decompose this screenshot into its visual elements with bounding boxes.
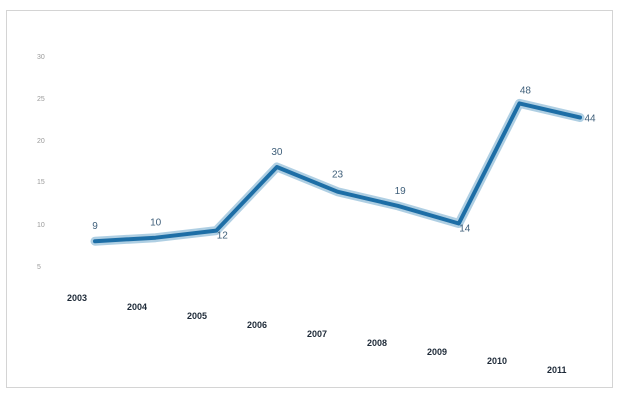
data-label: 30	[271, 147, 283, 158]
category-label: 2004	[127, 302, 147, 312]
category-label: 2011	[547, 365, 567, 375]
category-label: 2010	[487, 356, 507, 366]
data-label: 19	[395, 186, 407, 197]
data-label: 14	[459, 224, 471, 235]
y-tick-label: 15	[37, 179, 45, 186]
y-tick-label: 20	[37, 138, 45, 145]
category-label: 2006	[247, 320, 267, 330]
category-label: 2008	[367, 338, 387, 348]
data-labels: 9 10 12 30 23 19 14 48 44	[92, 85, 596, 241]
category-labels: 2003 2004 2005 2006 2007 2008 2009 2010 2011	[67, 293, 567, 375]
data-label: 10	[150, 218, 162, 229]
category-label: 2009	[427, 347, 447, 357]
y-tick-label: 30	[37, 54, 45, 61]
category-label: 2007	[307, 329, 327, 339]
data-label: 9	[92, 221, 98, 232]
data-label: 48	[520, 85, 532, 96]
y-tick-label: 25	[37, 96, 45, 103]
series-line	[93, 101, 582, 244]
y-tick-label: 5	[37, 264, 41, 271]
y-axis-ticks: 5 10 15 20 25 30	[37, 54, 45, 271]
category-label: 2005	[187, 311, 207, 321]
series-group	[90, 98, 585, 246]
chart-frame: 5 10 15 20 25 30 9 10 12 30 23 19 14 48 44 2003 2004 20…	[6, 10, 613, 388]
category-label: 2003	[67, 293, 87, 303]
data-label: 12	[217, 231, 229, 242]
data-label: 44	[584, 114, 596, 125]
y-tick-label: 10	[37, 222, 45, 229]
data-label: 23	[332, 170, 344, 181]
